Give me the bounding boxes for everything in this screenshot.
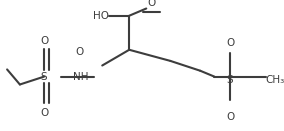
Text: O: O [76, 47, 84, 57]
Text: O: O [226, 112, 234, 122]
Text: NH: NH [73, 72, 89, 82]
Text: HO: HO [93, 11, 109, 21]
Text: O: O [40, 36, 48, 46]
Text: S: S [41, 72, 47, 82]
Text: CH₃: CH₃ [266, 75, 284, 85]
Text: O: O [148, 0, 156, 8]
Text: S: S [227, 75, 233, 85]
Text: O: O [226, 38, 234, 48]
Text: O: O [40, 108, 48, 118]
